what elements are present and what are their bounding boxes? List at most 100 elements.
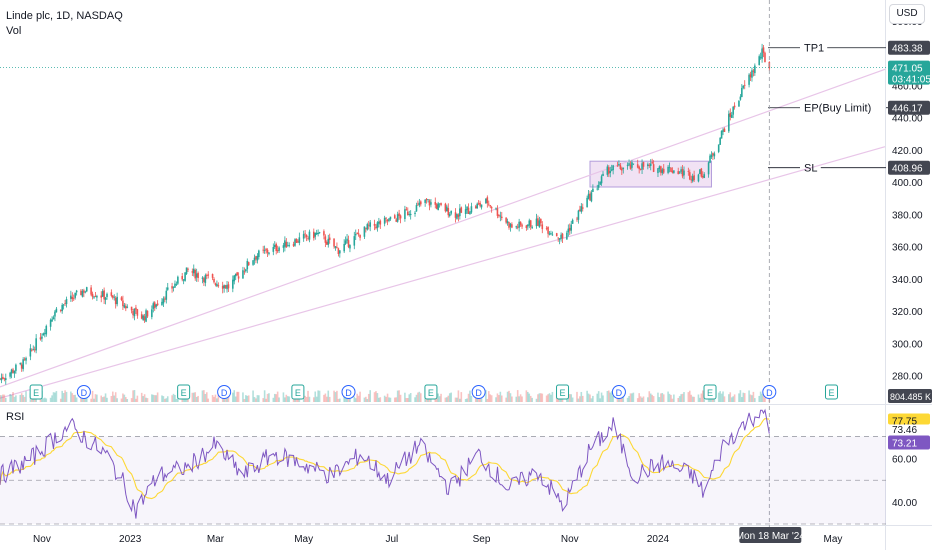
candle-body: [670, 167, 672, 172]
trendline-1[interactable]: [0, 68, 886, 388]
volume-bar: [417, 392, 419, 402]
volume-label[interactable]: Vol: [6, 25, 22, 37]
stop-badge[interactable]: 408.96: [888, 160, 930, 175]
candle-body: [2, 376, 4, 380]
candle-body: [639, 169, 642, 171]
volume-bar: [427, 397, 429, 402]
volume-bar: [589, 394, 591, 402]
volume-badge[interactable]: 804.485 K: [888, 389, 932, 403]
price-tick-label: 280.00: [892, 372, 923, 383]
entry-label[interactable]: EP(Buy Limit): [804, 103, 871, 115]
candle-body: [730, 114, 733, 118]
volume-bar: [54, 392, 56, 402]
candle-body: [480, 204, 483, 208]
volume-bar: [540, 393, 542, 402]
entry-badge[interactable]: 446.17: [888, 100, 930, 115]
symbol-title[interactable]: Linde plc, 1D, NASDAQ: [6, 10, 123, 22]
candle-body: [586, 197, 588, 208]
volume-bar: [691, 396, 694, 402]
candle-body: [272, 247, 275, 252]
volume-bar: [363, 397, 366, 402]
earnings-marker[interactable]: [703, 384, 717, 400]
stop-label[interactable]: SL: [804, 163, 817, 175]
dividend-marker-letter: D: [766, 388, 773, 398]
candle-body: [151, 309, 153, 318]
candle-body: [741, 87, 743, 97]
earnings-marker[interactable]: [29, 384, 43, 400]
candle-body: [398, 213, 400, 216]
volume-bar: [619, 398, 622, 402]
earnings-marker[interactable]: [824, 384, 838, 400]
candle-body: [496, 208, 499, 216]
price-tick-label: 380.00: [892, 210, 923, 221]
volume-bar: [373, 392, 376, 402]
candle-body: [177, 276, 179, 284]
trendline-2[interactable]: [0, 146, 886, 399]
dividend-marker[interactable]: [341, 385, 356, 399]
volume-bar: [450, 392, 452, 402]
candle-body: [379, 220, 382, 225]
rsi-title[interactable]: RSI: [6, 411, 25, 423]
candle-body: [388, 218, 390, 221]
candle-body: [754, 65, 756, 74]
earnings-marker[interactable]: [291, 384, 305, 400]
time-tick-label: May: [823, 534, 842, 545]
tp1-badge[interactable]: 483.38: [888, 40, 930, 55]
tp1-label[interactable]: TP1: [804, 43, 824, 55]
volume-bar: [408, 394, 411, 402]
candle-body: [143, 316, 146, 321]
candle-body: [84, 291, 87, 293]
rsi-line[interactable]: [0, 408, 770, 519]
volume-bar: [217, 394, 220, 402]
volume-bar: [657, 392, 659, 402]
candle-body: [668, 167, 671, 169]
dividend-marker[interactable]: [611, 385, 626, 399]
candle-body: [577, 210, 580, 220]
candle-body: [41, 336, 43, 339]
volume-bar: [456, 397, 458, 402]
rsi-ma-line[interactable]: [0, 418, 770, 500]
volume-bar: [33, 398, 36, 402]
rsi-partial-badge[interactable]: 77.75: [888, 413, 930, 427]
candle-body: [31, 349, 33, 351]
candle-body: [55, 308, 58, 313]
earnings-marker[interactable]: [177, 384, 191, 400]
dividend-marker[interactable]: [217, 385, 232, 399]
candle-body: [511, 224, 513, 228]
candle-body: [234, 273, 237, 277]
volume-bar: [44, 397, 46, 402]
earnings-marker[interactable]: [556, 384, 570, 400]
candles-layer: [0, 43, 771, 385]
candle-body: [268, 252, 270, 254]
candle-body: [367, 224, 370, 226]
volume-bar: [609, 392, 612, 402]
volume-bar: [366, 398, 369, 402]
candle-body: [464, 209, 467, 214]
candle-body: [490, 207, 493, 209]
candle-body: [589, 193, 591, 201]
earnings-marker[interactable]: [424, 384, 438, 400]
candle-body: [632, 163, 635, 165]
entry-badge-text: 446.17: [892, 104, 923, 115]
candle-body: [253, 257, 256, 261]
candle-body: [192, 268, 195, 274]
volume-bar: [621, 398, 623, 402]
candle-body: [621, 168, 623, 171]
dividend-marker[interactable]: [76, 385, 91, 399]
dividend-marker[interactable]: [762, 385, 777, 399]
candle-body: [83, 290, 85, 293]
volume-bar: [545, 395, 548, 402]
candle-body: [100, 295, 103, 298]
volume-bar: [232, 392, 234, 402]
currency-button[interactable]: USD: [889, 4, 925, 24]
candle-body: [677, 171, 680, 175]
volume-bar: [161, 395, 163, 402]
candle-body: [197, 272, 199, 278]
dividend-marker[interactable]: [471, 385, 486, 399]
candle-body: [508, 222, 510, 228]
rsi-value-badge[interactable]: 73.21: [888, 435, 930, 450]
